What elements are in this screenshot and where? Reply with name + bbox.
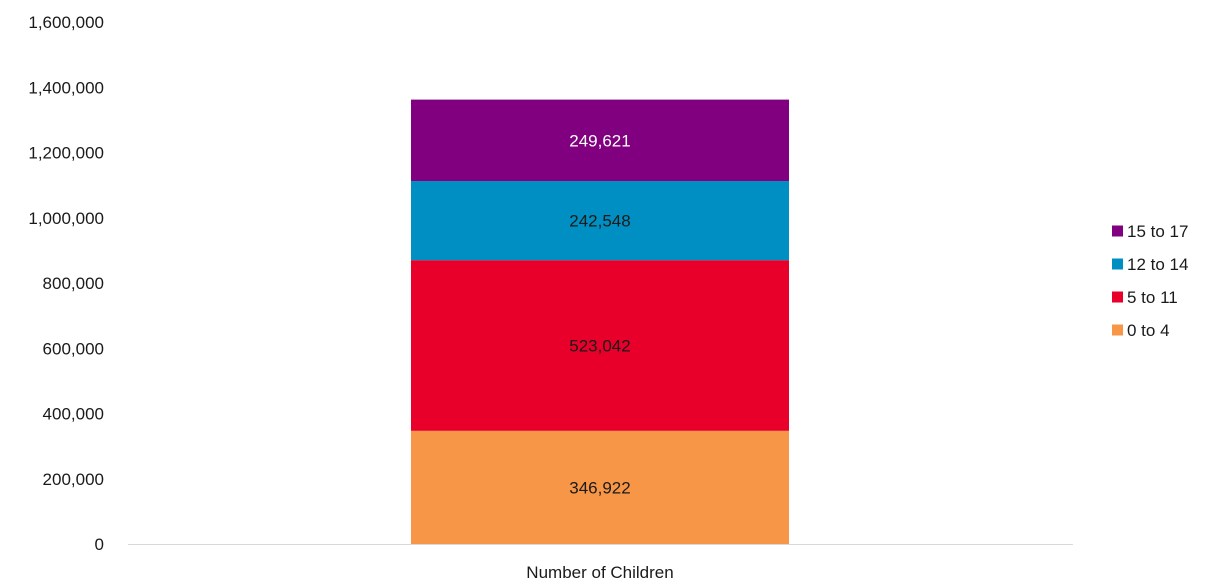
legend-label: 12 to 14 <box>1127 255 1188 274</box>
legend-swatch <box>1112 324 1123 336</box>
y-tick-label: 1,000,000 <box>28 209 104 228</box>
legend: 15 to 17 12 to 14 5 to 11 0 to 4 <box>1112 222 1188 340</box>
x-category-label: Number of Children <box>526 563 673 582</box>
legend-label: 5 to 11 <box>1127 288 1178 307</box>
bar-stack: 346,922 523,042 242,548 249,621 <box>411 99 789 544</box>
legend-label: 0 to 4 <box>1127 321 1170 340</box>
y-tick-label: 600,000 <box>43 339 104 358</box>
legend-label: 15 to 17 <box>1127 222 1188 241</box>
x-axis: Number of Children <box>526 563 673 582</box>
legend-swatch <box>1112 225 1123 237</box>
bar-segment <box>411 181 789 261</box>
y-tick-label: 400,000 <box>43 405 104 424</box>
data-label: 523,042 <box>569 336 630 355</box>
data-label: 242,548 <box>569 212 630 231</box>
y-tick-label: 1,600,000 <box>28 13 104 32</box>
y-tick-label: 800,000 <box>43 274 104 293</box>
bar-segment <box>411 99 789 182</box>
y-tick-label: 200,000 <box>43 470 104 489</box>
legend-swatch <box>1112 258 1123 270</box>
data-label: 346,922 <box>569 478 630 497</box>
bar-segment <box>411 260 789 431</box>
y-tick-label: 1,200,000 <box>28 144 104 163</box>
y-tick-label: 0 <box>95 535 104 554</box>
legend-swatch <box>1112 291 1123 303</box>
y-tick-label: 1,400,000 <box>28 78 104 97</box>
data-label: 249,621 <box>569 131 630 150</box>
y-axis: 0 200,000 400,000 600,000 800,000 1,000,000 1,… <box>28 13 104 554</box>
bar-segment <box>411 430 789 544</box>
